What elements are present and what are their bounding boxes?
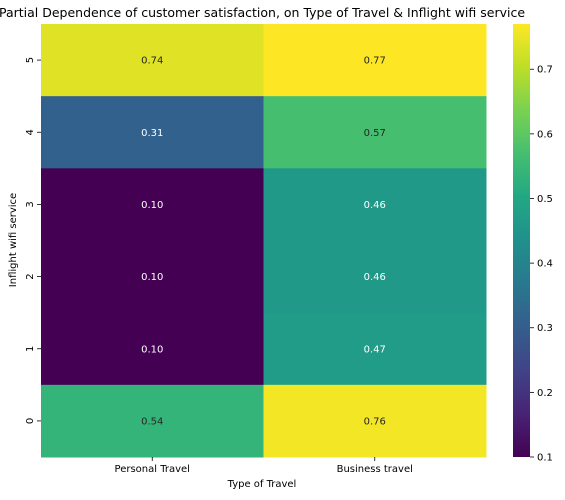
heatmap-cell — [263, 96, 487, 169]
heatmap-cell — [263, 312, 487, 386]
heatmap-cell — [41, 96, 264, 169]
colorbar-tick-label: 0.7 — [537, 65, 553, 76]
colorbar-gradient — [513, 24, 530, 457]
colorbar-tick-label: 0.5 — [537, 194, 553, 205]
x-axis: Personal Travel Business travel — [115, 457, 413, 475]
y-axis: 5 4 3 2 1 0 — [25, 57, 41, 424]
heatmap-cell — [263, 240, 487, 314]
chart-title: Partial Dependence of customer satisfact… — [0, 5, 525, 20]
heatmap-cell-labels: 0.74 0.77 0.31 0.57 0.10 0.46 0.10 0.46 0.10 0.47… — [141, 56, 386, 428]
heatmap-cell — [41, 240, 264, 314]
colorbar-tick-label: 0.1 — [537, 453, 553, 464]
cell-value-label: 0.10 — [141, 200, 163, 211]
heatmap-cell — [41, 312, 264, 386]
heatmap-cell — [41, 24, 264, 97]
cell-value-label: 0.46 — [364, 200, 386, 211]
cell-value-label: 0.10 — [141, 344, 163, 355]
colorbar-tick-label: 0.3 — [537, 323, 553, 334]
y-tick-label: 5 — [25, 57, 36, 63]
cell-value-label: 0.10 — [141, 272, 163, 283]
heatmap-cell — [263, 24, 487, 97]
colorbar-tick-label: 0.4 — [537, 259, 553, 270]
colorbar-tick-label: 0.2 — [537, 388, 553, 399]
x-tick-label: Personal Travel — [115, 464, 190, 475]
heatmap-cell — [41, 168, 264, 241]
cell-value-label: 0.76 — [364, 416, 386, 427]
cell-value-label: 0.54 — [141, 416, 163, 427]
cell-value-label: 0.46 — [364, 272, 386, 283]
x-axis-label: Type of Travel — [227, 479, 297, 490]
heatmap-cell — [41, 384, 264, 458]
x-tick-label: Business travel — [337, 464, 413, 475]
y-tick-label: 3 — [25, 201, 36, 207]
y-tick-label: 1 — [25, 346, 36, 352]
y-tick-label: 4 — [25, 129, 36, 135]
y-axis-label: Inflight wifi service — [8, 193, 19, 287]
colorbar: 0.1 0.2 0.3 0.4 0.5 0.6 0.7 — [513, 24, 553, 464]
colorbar-ticks: 0.1 0.2 0.3 0.4 0.5 0.6 0.7 — [530, 65, 553, 464]
cell-value-label: 0.74 — [141, 56, 163, 67]
cell-value-label: 0.47 — [364, 344, 386, 355]
y-tick-label: 0 — [25, 418, 36, 424]
heatmap-cell — [263, 384, 487, 458]
cell-value-label: 0.57 — [364, 128, 386, 139]
cell-value-label: 0.77 — [364, 56, 386, 67]
y-tick-label: 2 — [25, 273, 36, 279]
heatmap-cells — [41, 24, 487, 458]
colorbar-tick-label: 0.6 — [537, 129, 553, 140]
heatmap-cell — [263, 168, 487, 241]
cell-value-label: 0.31 — [141, 128, 163, 139]
